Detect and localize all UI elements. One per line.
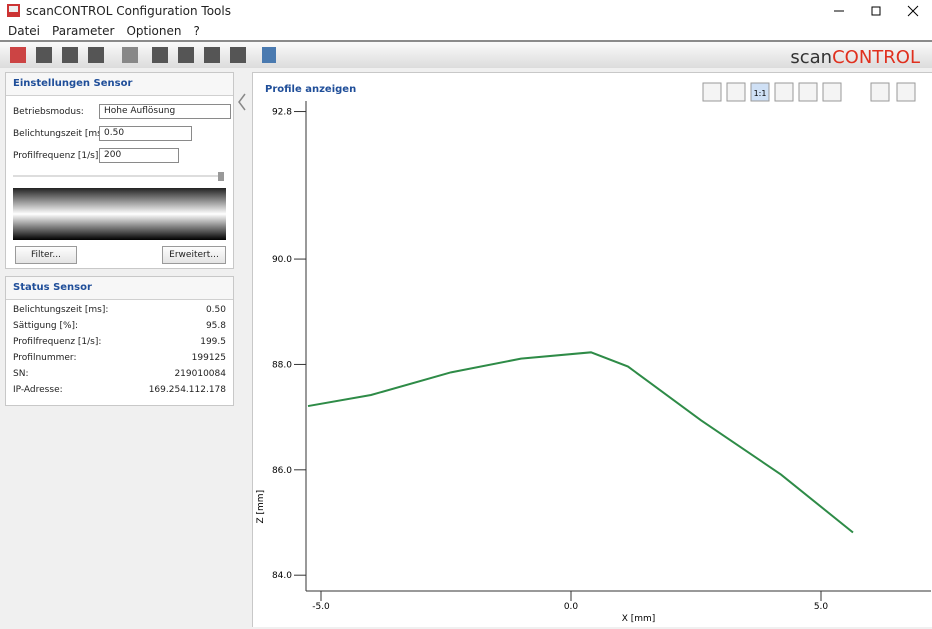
settings-panel: Einstellungen Sensor Betriebsmodus: Hohe … [5, 72, 234, 269]
y-axis-label: Z [mm] [256, 490, 266, 524]
status-value: 95.8 [205, 321, 226, 331]
status-row: Profilnummer: 199125 [6, 351, 233, 367]
chart-title: Profile anzeigen [265, 84, 356, 95]
toolbar-icons[interactable] [6, 44, 276, 66]
status-label: SN: [13, 369, 29, 379]
setting-row: Betriebsmodus: Hohe Auflösung [6, 102, 233, 124]
status-row: Profilfrequenz [1/s]: 199.5 [6, 335, 233, 351]
settings-rows: Betriebsmodus: Hohe Auflösung Belichtungsz… [6, 102, 233, 168]
x-tick-label: -5.0 [312, 602, 330, 612]
status-value: 219010084 [174, 369, 226, 379]
status-value: 199.5 [200, 337, 226, 347]
filter-button[interactable]: Filter... [15, 246, 77, 264]
y-tick-label: 90.0 [272, 255, 292, 265]
setting-label: Profilfrequenz [1/s]: [13, 151, 102, 161]
menu-bar: Datei Parameter Optionen? [0, 22, 932, 40]
x-axis-label: X [mm] [622, 614, 656, 624]
button-row: Filter... Erweitert... [6, 246, 233, 266]
setting-label: Betriebsmodus: [13, 107, 84, 117]
panel-header: Einstellungen Sensor [6, 73, 233, 96]
chart: 1:1 Profile anzeigen 84.0 86.0 88.0 90.0 92.8… [256, 82, 931, 624]
x-tick-label: 0.0 [564, 602, 579, 612]
panel-header: Status Sensor [6, 277, 233, 300]
status-label: Belichtungszeit [ms]: [13, 305, 109, 315]
status-label: Sättigung [%]: [13, 321, 79, 331]
status-row: SN: 219010084 [6, 367, 233, 383]
y-tick-label: 86.0 [272, 466, 292, 476]
advanced-button[interactable]: Erweitert... [162, 246, 226, 264]
setting-input[interactable]: Hohe Auflösung [99, 104, 231, 119]
chart-pane: 1:1 Profile anzeigen 84.0 86.0 88.0 90.0 92.8… [252, 72, 932, 627]
zoom-label[interactable]: 1:1 [754, 89, 767, 98]
brand-scan: scan [790, 47, 833, 68]
menu-item[interactable]: ? [193, 24, 200, 38]
y-tick-label: 92.8 [272, 108, 292, 118]
status-label: Profilfrequenz [1/s]: [13, 337, 102, 347]
menu-item[interactable]: Optionen [126, 24, 182, 38]
toolbar: scanCONTROL [0, 40, 932, 68]
status-value: 169.254.112.178 [148, 385, 226, 395]
brand: scanCONTROL [790, 47, 920, 68]
chart-tools[interactable] [702, 82, 916, 102]
panel-title: Status Sensor [13, 282, 92, 293]
x-tick-label: 5.0 [814, 602, 829, 612]
menu-item[interactable]: Datei [8, 24, 41, 38]
setting-input[interactable]: 0.50 [99, 126, 192, 141]
status-row: Belichtungszeit [ms]: 0.50 [6, 303, 233, 319]
setting-input[interactable]: 200 [99, 148, 179, 163]
title-bar: scanCONTROL Configuration Tools [0, 0, 932, 22]
intensity-preview [13, 172, 226, 240]
status-value: 199125 [191, 353, 226, 363]
collapse-arrow[interactable] [236, 92, 248, 112]
setting-row: Profilfrequenz [1/s]: 200 [6, 146, 233, 168]
panel-title: Einstellungen Sensor [13, 78, 133, 89]
window-controls[interactable] [820, 0, 932, 22]
status-label: IP-Adresse: [13, 385, 63, 395]
window-title: scanCONTROL Configuration Tools [26, 4, 231, 18]
menu-item[interactable]: Parameter [52, 24, 115, 38]
status-row: IP-Adresse: 169.254.112.178 [6, 383, 233, 399]
status-value: 0.50 [205, 305, 226, 315]
brand-control: CONTROL [832, 47, 920, 68]
setting-row: Belichtungszeit [ms]: 0.50 [6, 124, 233, 146]
status-row: Sättigung [%]: 95.8 [6, 319, 233, 335]
app-icon [7, 4, 20, 17]
status-rows: Belichtungszeit [ms]: 0.50 Sättigung [%]: 9… [6, 303, 233, 399]
status-label: Profilnummer: [13, 353, 77, 363]
profile-line [307, 351, 854, 534]
setting-label: Belichtungszeit [ms]: [13, 129, 109, 139]
y-tick-label: 84.0 [272, 571, 292, 581]
status-panel: Status Sensor Belichtungszeit [ms]: 0.50 S… [5, 276, 234, 406]
y-tick-label: 88.0 [272, 360, 292, 370]
